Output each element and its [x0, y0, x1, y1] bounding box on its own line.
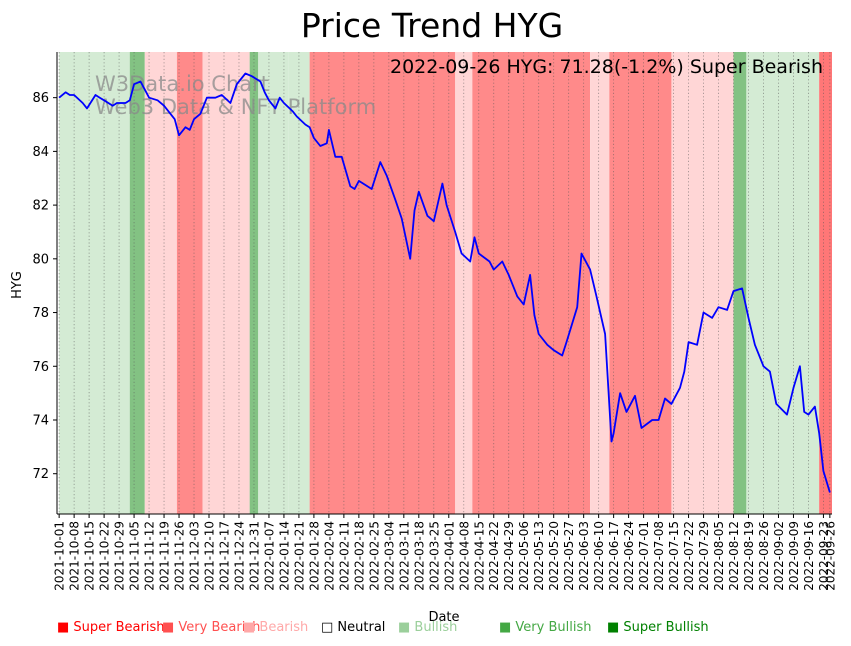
regime-band: [733, 52, 747, 514]
legend-item: ■ Bearish: [243, 620, 309, 635]
y-tick-label: 80: [32, 252, 49, 267]
x-tick-label: 2021-12-24: [232, 521, 246, 591]
x-tick-label: 2022-07-15: [667, 521, 681, 591]
x-tick-label: 2022-09-09: [787, 521, 801, 591]
x-tick-label: 2021-10-29: [113, 521, 127, 591]
x-tick-label: 2022-01-21: [292, 521, 306, 591]
x-tick-label: 2022-04-22: [487, 521, 501, 591]
price-line: [58, 72, 831, 493]
regime-band: [671, 52, 734, 514]
regime-band: [746, 52, 820, 514]
x-tick-label: 2022-07-22: [682, 521, 696, 591]
regime-band: [609, 52, 672, 514]
x-tick-label: 2022-05-27: [562, 521, 576, 591]
x-tick-label: 2022-06-17: [607, 521, 621, 591]
y-axis-label: HYG: [10, 271, 25, 299]
x-tick-label: 2022-02-11: [337, 521, 351, 591]
regime-band: [202, 52, 250, 514]
regime-band: [590, 52, 610, 514]
x-tick-label: 2022-08-12: [727, 521, 741, 591]
legend-item: ■ Very Bullish: [499, 620, 592, 635]
legend-item: ■ Super Bearish: [57, 620, 165, 635]
x-tick-label: 2022-01-14: [277, 521, 291, 591]
x-tick-label: 2021-10-08: [68, 521, 82, 591]
x-tick-label: 2022-05-06: [517, 521, 531, 591]
x-tick-label: 2022-03-04: [382, 521, 396, 591]
legend-item: ■ Bullish: [398, 620, 458, 635]
latest-price-annotation: 2022-09-26 HYG: 71.28(-1.2%) Super Beari…: [390, 56, 823, 78]
y-tick-label: 76: [32, 360, 49, 375]
x-tick-label: 2022-08-19: [742, 521, 756, 591]
x-tick-label: 2021-10-15: [83, 521, 97, 591]
legend-item: ■ Very Bearish: [162, 620, 261, 635]
x-tick-label: 2021-11-19: [158, 521, 172, 591]
x-tick-label: 2022-04-29: [502, 521, 516, 591]
x-tick-label: 2022-07-01: [637, 521, 651, 591]
regime-band: [819, 52, 832, 514]
regime-legend: ■ Super Bearish ■ Very Bearish ■ Bearish □ …: [0, 620, 851, 640]
regime-band: [309, 52, 456, 514]
x-tick-label: 2021-10-01: [53, 521, 67, 591]
x-tick-label: 2022-02-04: [322, 521, 336, 591]
y-tick-label: 74: [32, 413, 49, 428]
y-tick-label: 84: [32, 145, 49, 160]
x-tick-label: 2022-03-25: [427, 521, 441, 591]
x-tick-label: 2022-04-15: [472, 521, 486, 591]
x-tick-label: 2022-07-29: [697, 521, 711, 591]
watermark-line-1: W3Data.io Chart: [95, 72, 269, 96]
x-tick-label: 2022-03-18: [412, 521, 426, 591]
regime-background: [59, 52, 832, 514]
x-tick-label: 2022-08-05: [712, 521, 726, 591]
y-tick-label: 82: [32, 199, 49, 214]
legend-item: ■ Super Bullish: [607, 620, 709, 635]
x-tick-label: 2022-09-26: [823, 521, 837, 591]
x-tick-label: 2022-01-28: [307, 521, 321, 591]
x-tick-label: 2022-04-01: [442, 521, 456, 591]
x-tick-label: 2022-09-16: [802, 521, 816, 591]
x-tick-label: 2022-09-23: [817, 521, 831, 591]
x-tick-label: 2022-06-10: [592, 521, 606, 591]
x-tick-label: 2022-05-20: [547, 521, 561, 591]
x-tick-label: 2022-06-03: [577, 521, 591, 591]
x-tick-label: 2021-11-26: [173, 521, 187, 591]
x-tick-label: 2022-07-08: [652, 521, 666, 591]
regime-band: [144, 52, 177, 514]
x-tick-label: 2021-12-17: [217, 521, 231, 591]
x-tick-label: 2021-11-05: [128, 521, 142, 591]
x-tick-label: 2021-12-31: [247, 521, 261, 591]
x-tick-label: 2021-11-12: [143, 521, 157, 591]
x-tick-label: 2022-04-08: [457, 521, 471, 591]
vertical-gridlines: [58, 52, 831, 514]
x-tick-label: 2021-10-22: [98, 521, 112, 591]
x-tick-label: 2021-12-03: [188, 521, 202, 591]
x-tick-label: 2022-01-07: [262, 521, 276, 591]
x-tick-label: 2022-08-26: [757, 521, 771, 591]
regime-band: [249, 52, 259, 514]
legend-item: □ Neutral: [321, 620, 386, 635]
y-tick-label: 78: [32, 306, 49, 321]
regime-band: [176, 52, 203, 514]
regime-band: [129, 52, 145, 514]
series-layer: [58, 72, 831, 493]
x-tick-label: 2022-02-18: [352, 521, 366, 591]
x-tick-label: 2022-06-24: [622, 521, 636, 591]
regime-band: [288, 52, 310, 514]
regime-band: [455, 52, 473, 514]
x-tick-label: 2022-09-02: [772, 521, 786, 591]
regime-band: [59, 52, 130, 514]
regime-band: [258, 52, 289, 514]
x-tick-label: 2021-12-10: [203, 521, 217, 591]
x-tick-label: 2022-03-11: [397, 521, 411, 591]
y-tick-label: 86: [32, 91, 49, 106]
chart-title: Price Trend HYG: [301, 6, 563, 45]
watermark-line-2: Web3 Data & NFT Platform: [95, 95, 376, 119]
y-tick-label: 72: [32, 467, 49, 482]
x-tick-label: 2022-05-13: [532, 521, 546, 591]
x-axis-label: Date: [428, 610, 459, 625]
x-tick-label: 2022-02-25: [367, 521, 381, 591]
